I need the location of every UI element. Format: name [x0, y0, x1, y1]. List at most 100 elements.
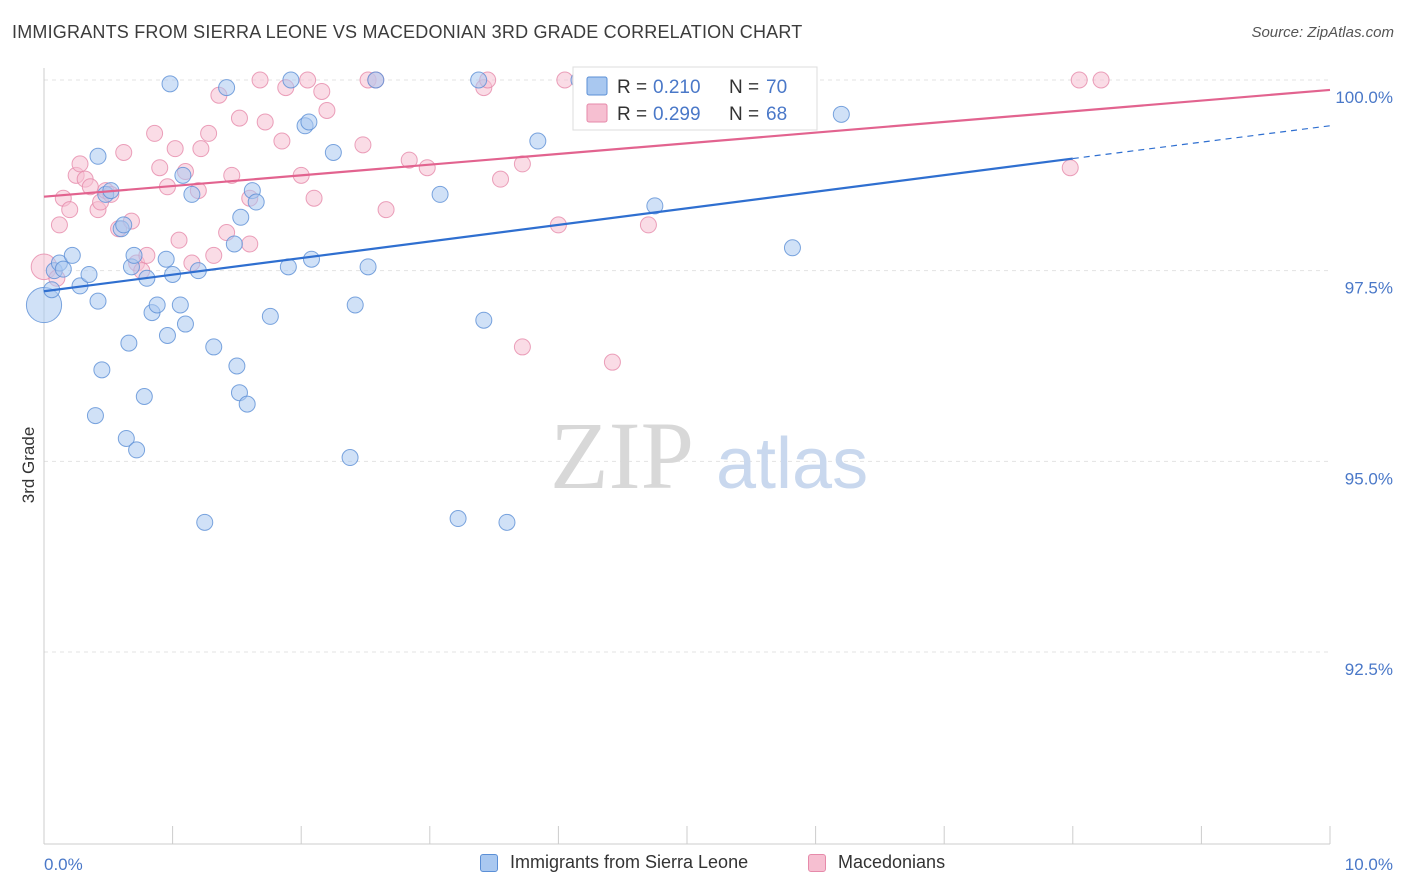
point-sierra-leone-60 — [529, 132, 547, 150]
point-sierra-leone-46 — [282, 71, 300, 89]
point-macedonian-32 — [223, 166, 241, 184]
point-sierra-leone-55 — [431, 185, 449, 203]
legend-label-sierra-leone: Immigrants from Sierra Leone — [510, 852, 749, 872]
point-macedonian-48 — [377, 201, 395, 219]
point-sierra-leone-27 — [161, 75, 179, 93]
point-sierra-leone-19 — [125, 246, 143, 264]
point-sierra-leone-31 — [176, 315, 194, 333]
point-macedonian-49 — [400, 151, 418, 169]
point-macedonian-60 — [1061, 159, 1079, 177]
point-sierra-leone-21 — [135, 388, 153, 406]
point-macedonian-22 — [166, 140, 184, 158]
axes — [43, 68, 1331, 845]
y-tick-label-0: 92.5% — [1345, 660, 1393, 679]
point-sierra-leone-36 — [218, 79, 236, 97]
point-sierra-leone-62 — [646, 197, 664, 215]
y-tick-label-2: 97.5% — [1345, 279, 1393, 298]
watermark: ZIP atlas — [550, 402, 868, 509]
point-macedonian-59 — [639, 216, 657, 234]
legend-r-value-2: 0.299 — [653, 104, 701, 125]
point-sierra-leone-29 — [171, 296, 189, 314]
point-macedonian-14 — [115, 143, 133, 161]
point-macedonian-6 — [71, 155, 89, 173]
point-sierra-leone-8 — [89, 292, 107, 310]
point-sierra-leone-17 — [120, 334, 138, 352]
legend-swatch-blue — [586, 76, 608, 96]
watermark-atlas: atlas — [716, 424, 868, 504]
point-sierra-leone-64 — [832, 105, 850, 123]
point-sierra-leone-50 — [324, 143, 342, 161]
point-sierra-leone-5 — [63, 246, 81, 264]
point-sierra-leone-30 — [174, 166, 192, 184]
point-sierra-leone-54 — [367, 71, 385, 89]
legend-swatch-pink — [586, 103, 608, 123]
point-macedonian-44 — [318, 102, 336, 120]
y-axis-label: 3rd Grade — [19, 427, 38, 504]
point-sierra-leone-37 — [225, 235, 243, 253]
point-sierra-leone-4 — [54, 260, 72, 278]
legend-n-label-1: N = — [729, 77, 759, 98]
x-tick-label-0: 0.0% — [44, 855, 83, 874]
trend-line-sierra-leone-extension — [1072, 125, 1331, 160]
point-macedonian-37 — [251, 71, 269, 89]
point-sierra-leone-16 — [117, 429, 135, 447]
point-macedonian-57 — [556, 71, 574, 89]
point-sierra-leone-52 — [346, 296, 364, 314]
point-macedonian-61 — [1070, 71, 1088, 89]
legend-swatch-macedonians — [808, 853, 826, 872]
point-macedonian-33 — [230, 109, 248, 127]
legend-label-macedonians: Macedonians — [838, 852, 946, 872]
point-macedonian-53 — [492, 170, 510, 188]
point-sierra-leone-35 — [205, 338, 223, 356]
point-macedonian-4 — [61, 201, 79, 219]
legend-box — [572, 66, 818, 131]
point-sierra-leone-26 — [158, 326, 176, 344]
trend-lines — [43, 88, 1331, 293]
point-sierra-leone-58 — [475, 311, 493, 329]
x-tick-label-1: 10.0% — [1345, 855, 1393, 874]
point-macedonian-29 — [205, 246, 223, 264]
point-macedonian-19 — [146, 124, 164, 142]
trend-line-macedonians — [43, 88, 1331, 198]
point-macedonian-43 — [313, 82, 331, 100]
legend-n-value-1: 70 — [766, 77, 787, 98]
source-credit: Source: ZipAtlas.com — [1251, 24, 1394, 41]
point-macedonian-35 — [241, 235, 259, 253]
correlation-legend: R = 0.210 N = 70 R = 0.299 N = 68 — [572, 66, 818, 131]
series-legend: Immigrants from Sierra Leone Macedonians — [0, 850, 1406, 880]
chart-title: IMMIGRANTS FROM SIERRA LEONE VS MACEDONI… — [12, 22, 803, 42]
watermark-zip: ZIP — [550, 402, 694, 509]
point-sierra-leone-44 — [261, 307, 279, 325]
y-tick-label-1: 95.0% — [1345, 469, 1393, 488]
point-sierra-leone-40 — [232, 208, 250, 226]
point-sierra-leone-48 — [300, 113, 318, 131]
y-tick-label-3: 100.0% — [1335, 88, 1393, 107]
point-sierra-leone-20 — [128, 441, 146, 459]
point-sierra-leone-38 — [228, 357, 246, 375]
point-sierra-leone-34 — [196, 513, 214, 531]
tick-labels: 92.5% 95.0% 97.5% 100.0% 0.0% 10.0% — [44, 88, 1393, 874]
legend-n-label-2: N = — [729, 104, 759, 125]
point-macedonian-41 — [299, 71, 317, 89]
point-macedonian-36 — [256, 113, 274, 131]
point-macedonian-50 — [418, 159, 436, 177]
point-sierra-leone-63 — [783, 239, 801, 257]
point-sierra-leone-56 — [449, 510, 467, 528]
trend-line-sierra-leone — [43, 157, 1073, 293]
legend-swatch-sierra-leone — [480, 853, 498, 872]
point-sierra-leone-7 — [80, 265, 98, 283]
point-macedonian-20 — [151, 159, 169, 177]
point-macedonian-2 — [50, 216, 68, 234]
point-macedonian-27 — [192, 140, 210, 158]
legend-item-macedonians: Macedonians — [808, 852, 945, 873]
point-macedonian-62 — [1092, 71, 1110, 89]
point-macedonian-55 — [513, 338, 531, 356]
point-sierra-leone-24 — [148, 296, 166, 314]
point-sierra-leone-41 — [238, 395, 256, 413]
point-sierra-leone-51 — [341, 449, 359, 467]
legend-r-label-1: R = — [617, 77, 647, 98]
point-macedonian-45 — [354, 136, 372, 154]
point-macedonian-38 — [273, 132, 291, 150]
legend-n-value-2: 68 — [766, 104, 787, 125]
point-sierra-leone-25 — [157, 250, 175, 268]
